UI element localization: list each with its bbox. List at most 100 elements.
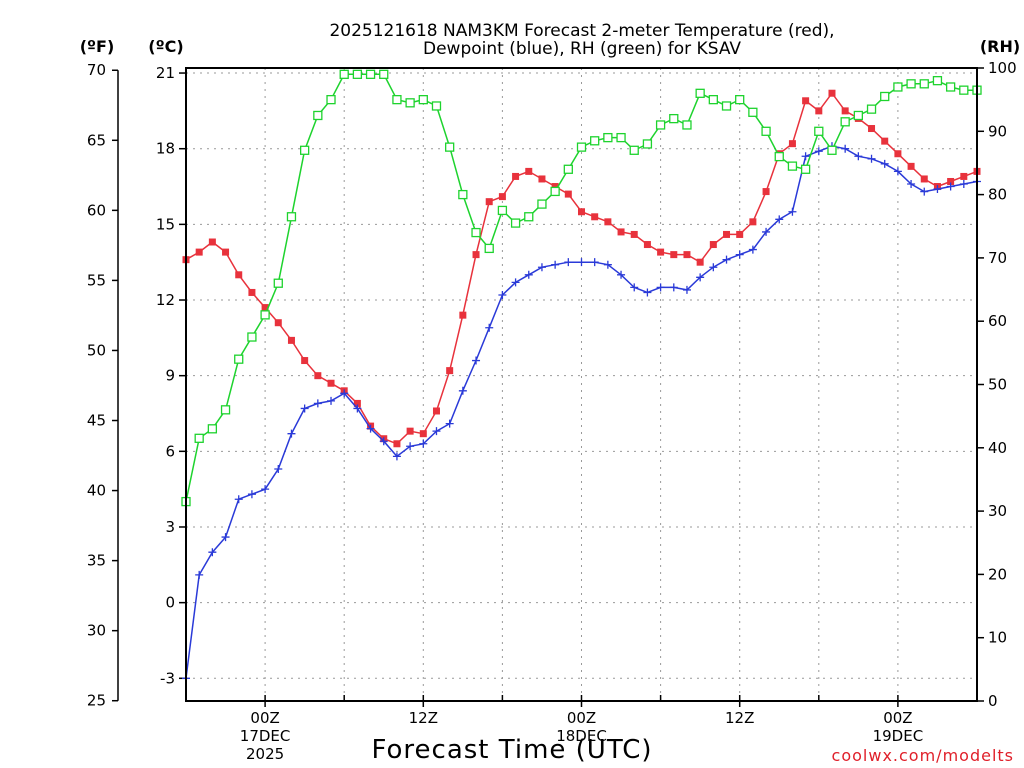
- rh-tick-label: 0: [988, 692, 998, 710]
- dewpoint-point: [287, 429, 296, 438]
- dewpoint-point: [195, 570, 204, 579]
- x-tick-label: 18DEC: [556, 727, 607, 745]
- celsius-tick-label: 21: [156, 64, 175, 82]
- rh-point: [774, 151, 784, 162]
- rh-point: [840, 117, 850, 127]
- temperature-point: [274, 319, 282, 327]
- rh-point: [234, 354, 244, 364]
- celsius-tick-label: 6: [165, 442, 175, 460]
- dewpoint-point: [445, 419, 454, 428]
- rh-point: [603, 132, 613, 143]
- temperature-point: [314, 372, 322, 380]
- credit-text: coolwx.com/modelts: [832, 746, 1014, 765]
- dewpoint-point: [669, 283, 678, 292]
- x-tick-label: 00Z: [567, 709, 596, 727]
- dewpoint-point: [537, 263, 546, 272]
- x-tick-label: 19DEC: [873, 727, 924, 745]
- fahrenheit-tick-label: 70: [87, 61, 106, 79]
- dewpoint-point: [854, 152, 863, 161]
- temperature-point: [881, 137, 889, 145]
- temperature-point: [643, 241, 651, 249]
- fahrenheit-tick-label: 55: [87, 271, 106, 289]
- rh-point: [497, 205, 508, 216]
- celsius-tick-label: 12: [156, 291, 175, 309]
- temperature-point: [353, 399, 361, 407]
- rh-point: [906, 79, 916, 89]
- rh-point: [814, 126, 824, 136]
- rh-point: [853, 110, 863, 121]
- rh-point: [642, 139, 653, 149]
- dewpoint-point: [841, 144, 850, 153]
- temperature-point: [868, 125, 876, 133]
- dewpoint-point: [735, 250, 744, 259]
- rh-point: [220, 405, 231, 415]
- fahrenheit-tick-label: 30: [87, 622, 106, 640]
- temperature-point: [709, 241, 717, 249]
- temperature-point: [195, 248, 203, 256]
- rh-point: [590, 136, 600, 146]
- rh-point: [484, 243, 494, 254]
- rh-point: [431, 101, 442, 111]
- temperature-point: [670, 251, 678, 259]
- temperature-point: [604, 218, 612, 226]
- dewpoint-point: [458, 386, 467, 395]
- celsius-tick-label: -3: [160, 669, 175, 687]
- dewpoint-point: [775, 215, 784, 224]
- x-tick-label: 00Z: [250, 709, 279, 727]
- rh-point: [392, 95, 402, 105]
- rh-point: [365, 69, 376, 79]
- dewpoint-point: [907, 180, 916, 189]
- dewpoint-point: [221, 533, 230, 542]
- temperature-point: [907, 162, 915, 170]
- rh-point: [405, 98, 415, 108]
- temperature-point: [512, 172, 520, 180]
- temperature-point: [617, 228, 625, 236]
- dewpoint-point: [432, 427, 441, 436]
- rh-point: [880, 91, 890, 102]
- rh-point: [616, 132, 626, 143]
- rh-point: [748, 107, 758, 117]
- rh-point: [866, 104, 877, 114]
- dewpoint-point: [406, 442, 415, 451]
- rh-point: [313, 110, 323, 121]
- temperature-point: [894, 150, 902, 158]
- dewpoint-point: [577, 258, 586, 267]
- dewpoint-point: [313, 399, 322, 408]
- temperature-point: [947, 177, 955, 185]
- temperature-point: [683, 251, 691, 259]
- temperature-point: [406, 427, 414, 435]
- temperature-point: [788, 140, 796, 148]
- rh-tick-label: 60: [988, 312, 1007, 330]
- rh-point: [326, 95, 336, 105]
- dewpoint-point: [893, 167, 902, 176]
- x-tick-label: 12Z: [409, 709, 438, 727]
- temperature-point: [419, 430, 427, 438]
- temperature-point: [591, 213, 599, 221]
- dewpoint-point: [617, 270, 626, 279]
- fahrenheit-tick-label: 35: [87, 552, 106, 570]
- temperature-point: [498, 193, 506, 201]
- dewpoint-point: [247, 490, 256, 499]
- temperature-point: [749, 218, 757, 226]
- temperature-point: [525, 167, 533, 175]
- dewpoint-point: [524, 270, 533, 279]
- chart-title-line1: 2025121618 NAM3KM Forecast 2-meter Tempe…: [329, 21, 834, 41]
- fahrenheit-axis-unit: (ºF): [80, 37, 115, 56]
- temperature-point: [261, 304, 269, 312]
- x-tick-label: 17DEC: [240, 727, 291, 745]
- temperature-point: [327, 379, 335, 387]
- temperature-point: [301, 357, 309, 365]
- temperature-point: [802, 97, 810, 105]
- temperature-point: [235, 271, 243, 279]
- rh-tick-label: 50: [988, 376, 1007, 394]
- dewpoint-point: [696, 273, 705, 282]
- temperature-point: [736, 230, 744, 238]
- dewpoint-point: [762, 227, 771, 236]
- dewpoint-point: [327, 396, 336, 405]
- dewpoint-point: [656, 283, 665, 292]
- celsius-tick-label: 3: [165, 518, 175, 536]
- rh-point: [655, 120, 666, 130]
- rh-axis-unit: (RH): [980, 37, 1020, 56]
